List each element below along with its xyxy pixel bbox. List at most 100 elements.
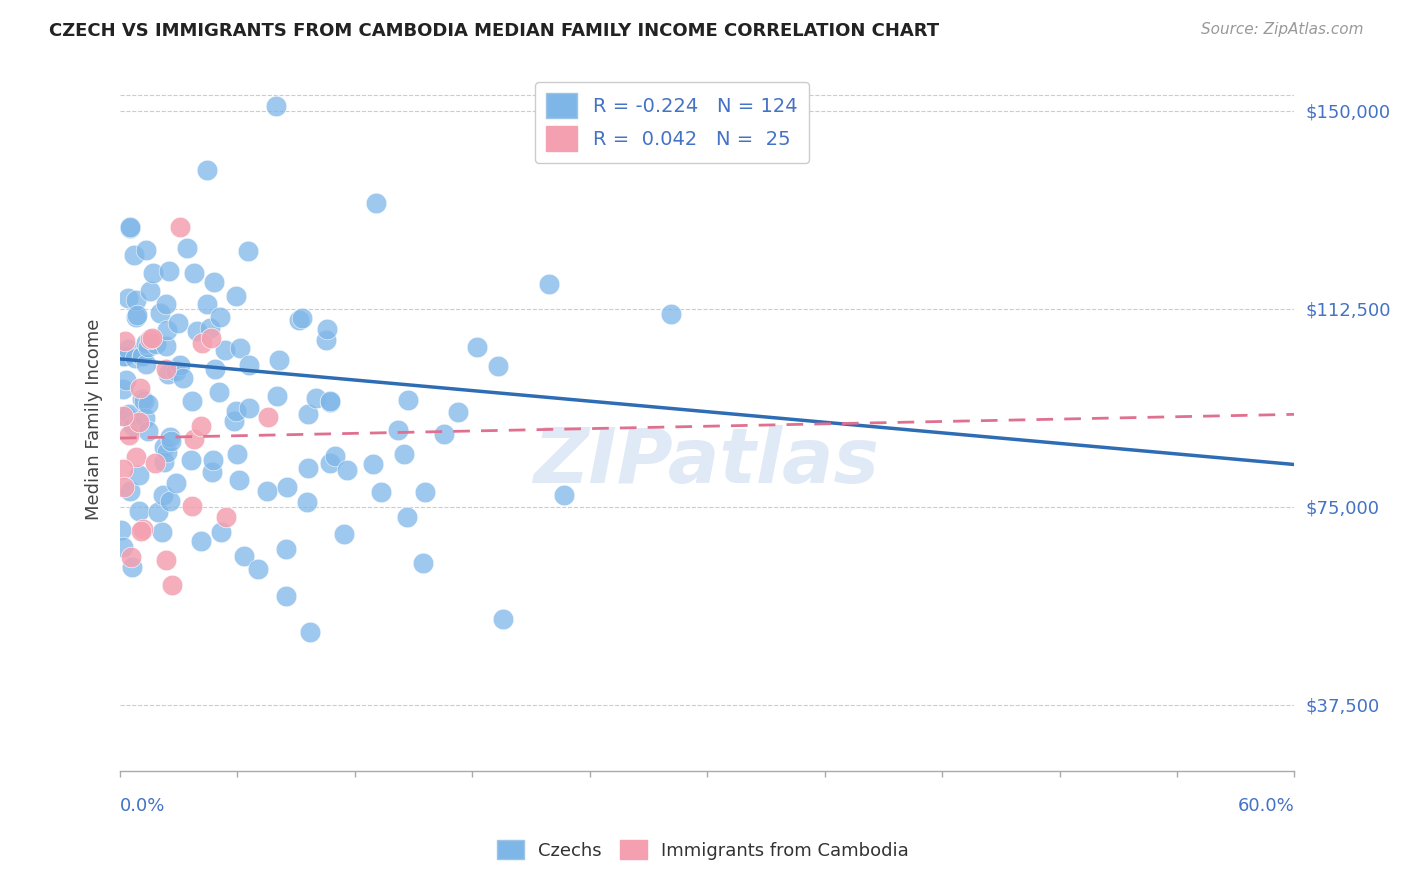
Point bbox=[115, 374, 138, 388]
Point bbox=[124, 351, 146, 365]
Point bbox=[114, 334, 136, 348]
Point bbox=[143, 456, 166, 470]
Point bbox=[112, 349, 135, 363]
Point bbox=[131, 350, 153, 364]
Point bbox=[112, 349, 135, 363]
Text: ZIPatlas: ZIPatlas bbox=[534, 425, 880, 499]
Point bbox=[117, 342, 139, 356]
Point bbox=[465, 340, 488, 354]
Point bbox=[554, 51, 576, 65]
Point bbox=[112, 480, 135, 494]
Point bbox=[288, 312, 311, 326]
Point bbox=[156, 444, 179, 458]
Point bbox=[111, 409, 134, 424]
Point bbox=[141, 331, 163, 345]
Point bbox=[131, 392, 153, 406]
Point bbox=[553, 488, 575, 502]
Point bbox=[153, 455, 176, 469]
Point bbox=[264, 99, 287, 113]
Point bbox=[128, 415, 150, 429]
Point bbox=[361, 457, 384, 471]
Point bbox=[395, 510, 418, 524]
Point bbox=[364, 195, 387, 210]
Point bbox=[120, 549, 142, 564]
Point bbox=[233, 549, 256, 563]
Point bbox=[247, 562, 270, 576]
Point bbox=[415, 485, 437, 500]
Point bbox=[208, 310, 231, 325]
Point bbox=[180, 452, 202, 467]
Point bbox=[121, 559, 143, 574]
Point bbox=[169, 219, 191, 234]
Point bbox=[492, 612, 515, 626]
Point bbox=[110, 523, 132, 537]
Point bbox=[266, 389, 288, 403]
Point bbox=[172, 370, 194, 384]
Point bbox=[145, 337, 167, 351]
Point bbox=[238, 359, 260, 373]
Point bbox=[135, 335, 157, 350]
Point bbox=[297, 460, 319, 475]
Point bbox=[111, 382, 134, 396]
Point bbox=[167, 316, 190, 330]
Point bbox=[152, 488, 174, 502]
Point bbox=[204, 362, 226, 376]
Point bbox=[195, 296, 218, 310]
Point bbox=[370, 484, 392, 499]
Point bbox=[236, 244, 259, 258]
Point bbox=[396, 393, 419, 408]
Point bbox=[186, 324, 208, 338]
Point bbox=[318, 394, 340, 409]
Point bbox=[156, 323, 179, 337]
Point bbox=[319, 456, 342, 470]
Point bbox=[155, 297, 177, 311]
Point bbox=[129, 524, 152, 538]
Point bbox=[215, 510, 238, 524]
Point bbox=[336, 463, 359, 477]
Point bbox=[125, 308, 148, 322]
Point bbox=[195, 163, 218, 178]
Point bbox=[225, 289, 247, 303]
Point bbox=[190, 418, 212, 433]
Point bbox=[238, 401, 260, 416]
Point bbox=[202, 452, 225, 467]
Point bbox=[117, 291, 139, 305]
Legend: Czechs, Immigrants from Cambodia: Czechs, Immigrants from Cambodia bbox=[489, 833, 917, 867]
Point bbox=[183, 266, 205, 280]
Point bbox=[112, 462, 135, 476]
Point bbox=[267, 353, 290, 368]
Point bbox=[169, 358, 191, 372]
Point bbox=[165, 364, 187, 378]
Point bbox=[183, 432, 205, 446]
Point bbox=[160, 578, 183, 592]
Point bbox=[191, 336, 214, 351]
Point bbox=[117, 407, 139, 421]
Point bbox=[155, 553, 177, 567]
Point bbox=[180, 499, 202, 513]
Point bbox=[135, 243, 157, 257]
Point bbox=[156, 367, 179, 381]
Point bbox=[136, 397, 159, 411]
Point bbox=[136, 340, 159, 354]
Point bbox=[118, 220, 141, 235]
Point bbox=[155, 339, 177, 353]
Point bbox=[433, 426, 456, 441]
Point bbox=[176, 241, 198, 255]
Point bbox=[146, 505, 169, 519]
Point bbox=[214, 343, 236, 357]
Point bbox=[225, 404, 247, 418]
Point bbox=[297, 495, 319, 509]
Point bbox=[152, 440, 174, 454]
Point bbox=[135, 357, 157, 371]
Point bbox=[149, 306, 172, 320]
Point bbox=[159, 494, 181, 508]
Point bbox=[160, 434, 183, 449]
Point bbox=[124, 248, 146, 262]
Point bbox=[165, 475, 187, 490]
Point bbox=[128, 467, 150, 482]
Point bbox=[155, 361, 177, 376]
Point bbox=[200, 331, 222, 345]
Point bbox=[128, 504, 150, 518]
Point bbox=[118, 484, 141, 499]
Y-axis label: Median Family Income: Median Family Income bbox=[86, 319, 103, 520]
